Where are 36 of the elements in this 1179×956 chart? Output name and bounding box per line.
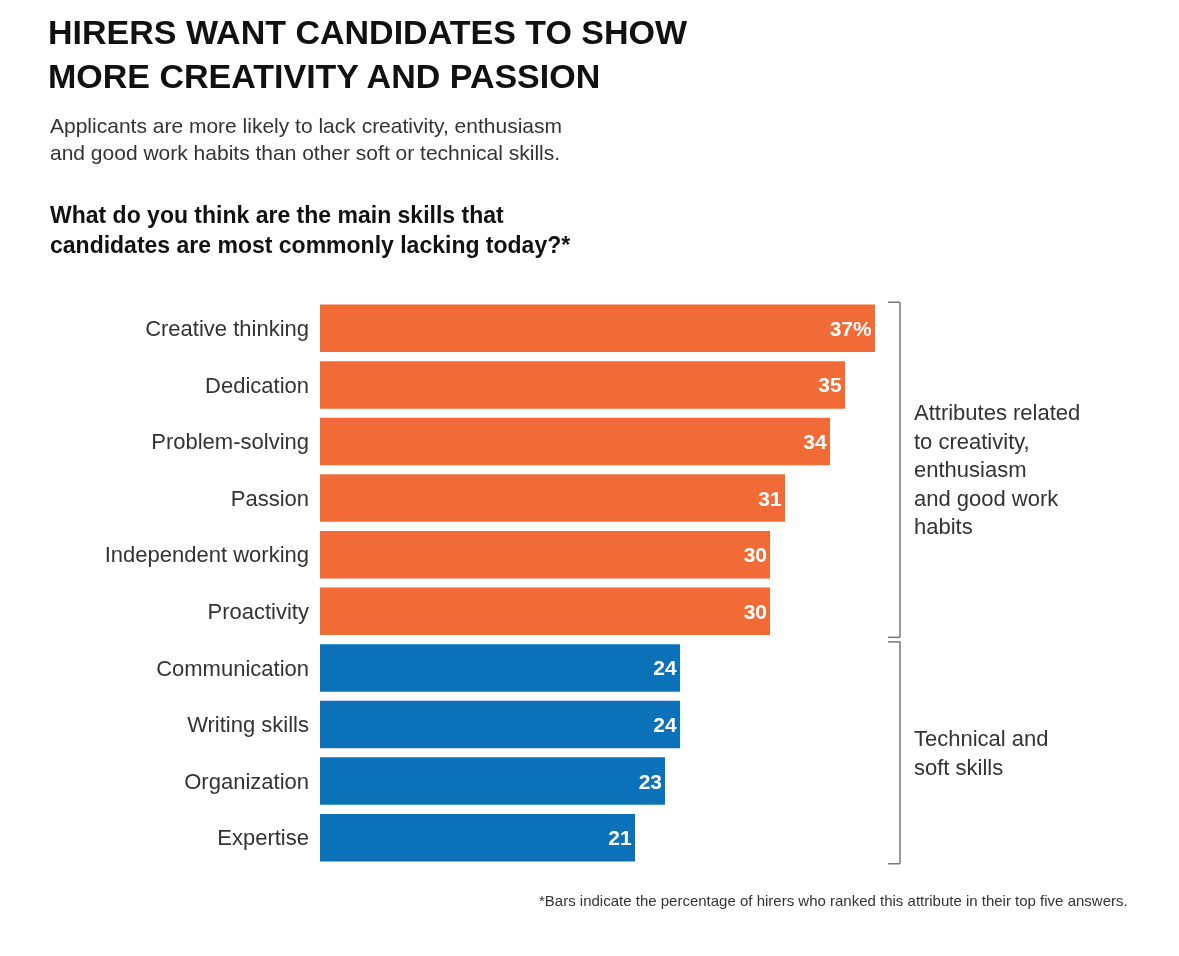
data-label: 21 — [608, 826, 632, 850]
data-label: 23 — [638, 769, 662, 793]
bar — [320, 361, 845, 409]
bar — [320, 644, 680, 692]
bar — [320, 587, 770, 636]
bar — [320, 474, 785, 522]
data-label: 37% — [829, 316, 872, 340]
text: Technical and soft skills — [914, 726, 1049, 780]
y-tick-label: Problem-solving — [151, 429, 309, 455]
bar — [320, 813, 635, 862]
y-tick-label: Creative thinking — [145, 316, 309, 341]
bar — [320, 304, 875, 353]
bar — [320, 757, 665, 805]
y-tick-label: Writing skills — [187, 712, 309, 738]
text: Attributes related to creativity, enthusiasm and good work habits — [914, 400, 1081, 540]
data-label: 35 — [818, 373, 842, 397]
data-label: 24 — [653, 656, 677, 680]
y-tick-label: Dedication — [205, 372, 309, 398]
data-label: 24 — [653, 713, 677, 736]
y-tick-label: Organization — [184, 768, 309, 794]
text: *Bars indicate the percentage of hirers who ranked this attribute in their top five answers. — [539, 892, 1128, 909]
chart-title: HIRERS WANT CANDIDATES TO SHOW MORE CREATIVITY AND PASSION — [48, 13, 688, 96]
data-label: 34 — [803, 430, 827, 453]
data-label: 30 — [743, 599, 767, 623]
bar — [320, 700, 680, 749]
y-tick-label: Passion — [230, 485, 309, 511]
bar — [320, 530, 770, 579]
data-label: 31 — [758, 486, 782, 510]
y-tick-label: Expertise — [217, 825, 309, 851]
bar — [320, 417, 830, 466]
chart-subtitle: Applicants are more likely to lack creativity, enthusiasm and good work habits than other soft or technical skills. — [50, 114, 562, 165]
text: What do you think are the main skills that candidates are most commonly lacking today?* — [50, 202, 571, 258]
y-tick-label: Independent working — [104, 542, 309, 568]
y-tick-label: Communication — [156, 655, 309, 681]
data-label: 30 — [743, 543, 767, 567]
y-tick-label: Proactivity — [207, 599, 309, 624]
